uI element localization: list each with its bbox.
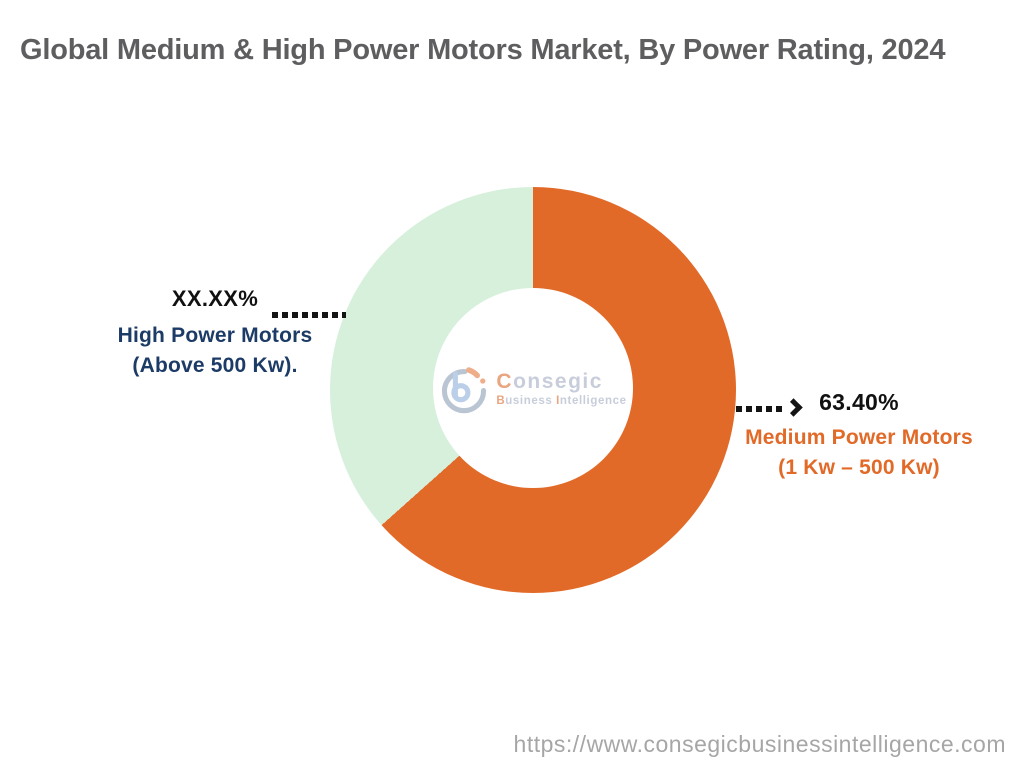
donut-hole: Consegic Business Intelligence xyxy=(433,288,633,488)
watermark-tagline: Business Intelligence xyxy=(496,395,626,407)
high-power-range: (Above 500 Kw). xyxy=(132,354,298,377)
label-medium-power-motors: 63.40% Medium Power Motors (1 Kw – 500 K… xyxy=(745,389,973,483)
donut-chart: Consegic Business Intelligence xyxy=(330,187,736,593)
medium-power-value-label: 63.40% xyxy=(819,389,899,415)
watermark-tagline-word-2: Intelligence xyxy=(556,394,627,407)
watermark-logo: Consegic Business Intelligence xyxy=(439,361,626,415)
leader-line-medium-power xyxy=(736,406,782,412)
consegic-logo-icon xyxy=(442,367,487,414)
watermark-tagline-word-1: Business xyxy=(496,394,553,407)
medium-power-range: (1 Kw – 500 Kw) xyxy=(778,456,940,479)
chart-title: Global Medium & High Power Motors Market… xyxy=(20,34,946,66)
high-power-value-label: XX.XX% xyxy=(171,286,259,311)
leader-line-high-power xyxy=(272,312,346,318)
medium-power-name: Medium Power Motors xyxy=(745,426,973,449)
label-high-power-motors: XX.XX% High Power Motors (Above 500 Kw). xyxy=(105,286,325,381)
watermark-text: Consegic Business Intelligence xyxy=(496,370,626,407)
footer-url[interactable]: https://www.consegicbusinessintelligence… xyxy=(513,731,1006,757)
high-power-name: High Power Motors xyxy=(117,324,313,347)
watermark-brand: Consegic xyxy=(496,369,603,393)
